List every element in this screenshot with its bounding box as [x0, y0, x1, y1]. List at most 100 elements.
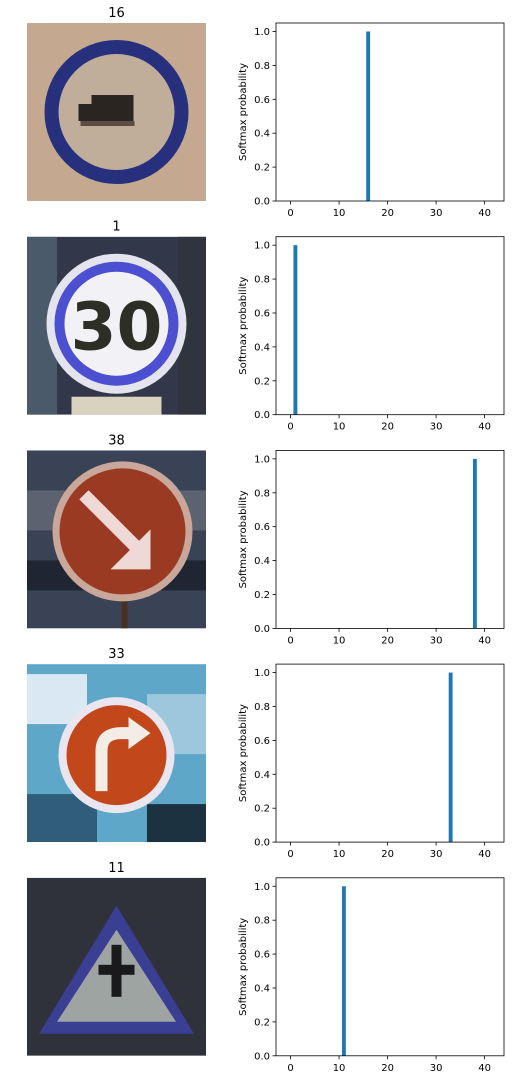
y-axis-label: Softmax probability — [238, 277, 249, 375]
y-tick-label: 1.0 — [254, 241, 270, 252]
y-tick-label: 0.0 — [254, 624, 270, 635]
x-tick-label: 40 — [478, 1063, 491, 1074]
x-tick-label: 30 — [430, 208, 443, 219]
x-tick-label: 30 — [430, 635, 443, 646]
y-tick-label: 0.2 — [254, 1017, 270, 1028]
sign-image — [27, 23, 206, 201]
y-tick-label: 0.6 — [254, 522, 270, 533]
image-title: 16 — [108, 6, 125, 21]
cross-horizontal-icon — [98, 964, 135, 975]
image-bg-dark-2 — [147, 804, 206, 843]
bar — [448, 672, 453, 843]
y-tick-label: 1.0 — [254, 27, 270, 38]
y-tick-label: 1.0 — [254, 882, 270, 893]
y-tick-label: 0.6 — [254, 95, 270, 106]
bar — [341, 886, 346, 1056]
image-title: 11 — [108, 861, 125, 876]
turn-arrow-head-icon — [128, 717, 151, 750]
y-tick-label: 0.4 — [254, 770, 270, 781]
y-tick-label: 0.0 — [254, 410, 270, 421]
y-tick-label: 1.0 — [254, 668, 270, 679]
y-tick-label: 0.8 — [254, 61, 270, 72]
x-tick-label: 20 — [381, 635, 394, 646]
sign-image — [27, 877, 206, 1056]
y-tick-label: 0.2 — [254, 590, 270, 601]
x-tick-label: 0 — [287, 208, 293, 219]
panel-row: 38 0 10 20 30 40 0.0 0.2 0.4 0.6 0.8 1.0 Softmax pro… — [27, 433, 505, 646]
y-tick-label: 0.8 — [254, 702, 270, 713]
plate-below-sign — [71, 396, 162, 415]
arrow-head-icon — [110, 529, 151, 570]
x-tick-label: 0 — [287, 635, 293, 646]
x-tick-label: 0 — [287, 849, 293, 860]
x-tick-label: 10 — [333, 208, 346, 219]
y-tick-label: 0.8 — [254, 275, 270, 286]
sign-post — [121, 590, 128, 629]
y-tick-label: 0.2 — [254, 804, 270, 815]
x-tick-label: 40 — [478, 422, 491, 433]
y-tick-label: 0.2 — [254, 376, 270, 387]
sign-inner — [64, 271, 169, 376]
truck-body-icon — [91, 95, 134, 121]
sign-image: 30 — [27, 236, 206, 415]
y-tick-label: 0.8 — [254, 488, 270, 499]
x-tick-label: 20 — [381, 849, 394, 860]
truck-chassis-icon — [80, 121, 135, 126]
image-title: 33 — [108, 647, 125, 662]
y-tick-label: 0.4 — [254, 983, 270, 994]
x-tick-label: 10 — [333, 422, 346, 433]
axes-frame — [275, 449, 505, 629]
y-tick-label: 0.4 — [254, 129, 270, 140]
y-tick-label: 0.6 — [254, 308, 270, 319]
x-tick-label: 20 — [381, 1063, 394, 1074]
y-tick-label: 0.2 — [254, 163, 270, 174]
y-tick-label: 0.6 — [254, 950, 270, 961]
image-title: 1 — [112, 220, 120, 235]
x-tick-label: 30 — [430, 849, 443, 860]
bar — [293, 245, 298, 415]
axes-frame — [275, 22, 505, 202]
image-title: 38 — [108, 433, 125, 448]
sign-speed-text: 30 — [71, 289, 163, 366]
y-tick-label: 1.0 — [254, 454, 270, 465]
sign-inner — [66, 705, 167, 806]
sign-image — [27, 450, 206, 629]
axes-frame — [275, 877, 505, 1057]
x-tick-label: 10 — [333, 635, 346, 646]
axes-frame — [275, 236, 505, 416]
x-tick-label: 40 — [478, 635, 491, 646]
y-tick-label: 0.4 — [254, 342, 270, 353]
y-axis-label: Softmax probability — [238, 63, 249, 161]
x-tick-label: 20 — [381, 208, 394, 219]
arrow-shaft-icon — [79, 490, 146, 557]
bar — [472, 458, 477, 629]
x-tick-label: 40 — [478, 849, 491, 860]
bar — [366, 31, 371, 201]
x-tick-label: 20 — [381, 422, 394, 433]
y-axis-label: Softmax probability — [238, 918, 249, 1016]
x-tick-label: 30 — [430, 422, 443, 433]
y-axis-label: Softmax probability — [238, 490, 249, 588]
panel-row: 33 0 10 20 30 40 0.0 0.2 0.4 0.6 0.8 1.0 Softmax pro… — [27, 647, 505, 860]
y-tick-label: 0.6 — [254, 736, 270, 747]
y-tick-label: 0.0 — [254, 197, 270, 208]
x-tick-label: 0 — [287, 1063, 293, 1074]
x-tick-label: 10 — [333, 1063, 346, 1074]
x-tick-label: 40 — [478, 208, 491, 219]
sign-image — [27, 664, 206, 843]
x-tick-label: 30 — [430, 1063, 443, 1074]
y-axis-label: Softmax probability — [238, 704, 249, 802]
x-tick-label: 10 — [333, 849, 346, 860]
panel-row: 16 0 10 20 30 40 0.0 0.2 0.4 0.6 0.8 1.0 Softmax pro… — [27, 6, 505, 219]
axes-frame — [275, 663, 505, 843]
y-tick-label: 0.8 — [254, 916, 270, 927]
y-tick-label: 0.4 — [254, 556, 270, 567]
y-tick-label: 0.0 — [254, 1051, 270, 1062]
panel-row: 1 30 0 10 20 30 40 0.0 0.2 0.4 0.6 0.8 1.0 Softmax pr… — [27, 220, 505, 433]
truck-cab-icon — [78, 104, 95, 121]
panel-row: 11 0 10 20 30 40 0.0 0.2 0.4 0.6 0.8 1.0 Softmax pro… — [27, 861, 505, 1074]
x-tick-label: 0 — [287, 422, 293, 433]
y-tick-label: 0.0 — [254, 838, 270, 849]
turn-arrow-shaft-icon — [95, 727, 131, 792]
